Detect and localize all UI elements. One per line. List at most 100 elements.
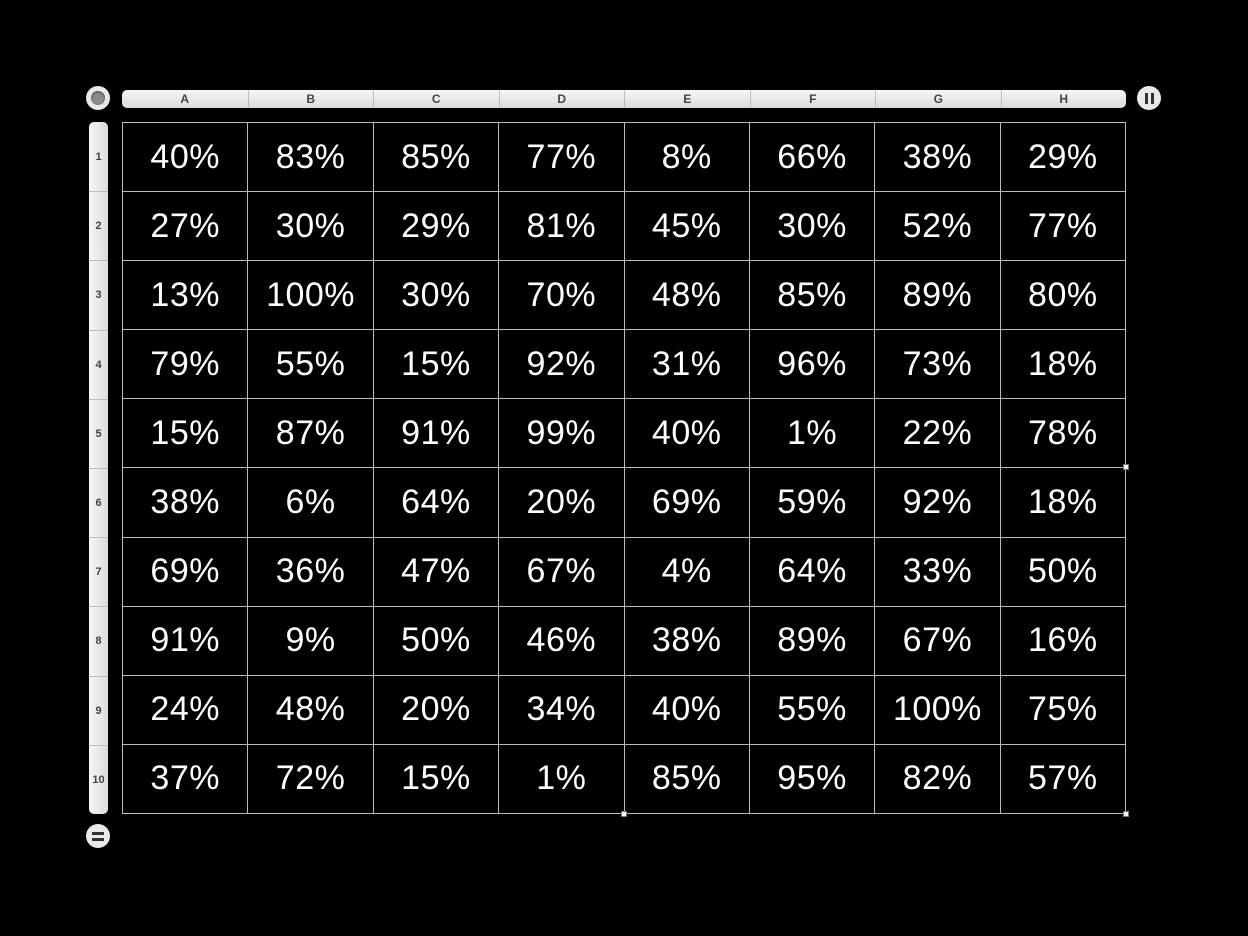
table-cell[interactable]: 38% xyxy=(624,606,750,676)
table-cell[interactable]: 38% xyxy=(123,468,249,538)
table-cell[interactable]: 20% xyxy=(373,675,500,745)
table-cell[interactable]: 85% xyxy=(624,744,750,814)
table-cell[interactable]: 9% xyxy=(248,606,374,676)
resize-handle-corner[interactable] xyxy=(1123,811,1129,817)
table-cell[interactable]: 8% xyxy=(624,123,750,193)
table-cell[interactable]: 89% xyxy=(875,261,1001,331)
column-header-f[interactable]: F xyxy=(749,90,876,108)
table-cell[interactable]: 99% xyxy=(499,399,625,469)
table-cell[interactable]: 79% xyxy=(123,330,249,400)
table-cell[interactable]: 24% xyxy=(123,675,249,745)
add-row-handle[interactable] xyxy=(86,824,110,848)
table-cell[interactable]: 91% xyxy=(123,606,249,676)
table-cell[interactable]: 45% xyxy=(624,192,750,262)
table-cell[interactable]: 87% xyxy=(248,399,374,469)
table-select-handle[interactable] xyxy=(86,86,110,110)
table-cell[interactable]: 57% xyxy=(1000,744,1126,814)
table-cell[interactable]: 40% xyxy=(123,123,249,193)
row-header-2[interactable]: 2 xyxy=(89,191,108,260)
add-column-handle[interactable] xyxy=(1137,86,1161,110)
table-cell[interactable]: 29% xyxy=(373,192,500,262)
table-cell[interactable]: 38% xyxy=(875,123,1001,193)
table-cell[interactable]: 89% xyxy=(749,606,876,676)
table-cell[interactable]: 55% xyxy=(749,675,876,745)
table-cell[interactable]: 78% xyxy=(1000,399,1126,469)
table-cell[interactable]: 6% xyxy=(248,468,374,538)
table-cell[interactable]: 1% xyxy=(749,399,876,469)
table-cell[interactable]: 1% xyxy=(499,744,625,814)
table-cell[interactable]: 55% xyxy=(248,330,374,400)
table-cell[interactable]: 48% xyxy=(624,261,750,331)
row-header-8[interactable]: 8 xyxy=(89,606,108,675)
table-cell[interactable]: 66% xyxy=(749,123,876,193)
table-cell[interactable]: 47% xyxy=(373,537,500,607)
column-header-g[interactable]: G xyxy=(875,90,1001,108)
table-cell[interactable]: 82% xyxy=(875,744,1001,814)
table-cell[interactable]: 100% xyxy=(875,675,1001,745)
row-header-1[interactable]: 1 xyxy=(95,150,102,163)
table-cell[interactable]: 92% xyxy=(499,330,625,400)
column-header-b[interactable]: B xyxy=(247,90,374,108)
table-cell[interactable]: 77% xyxy=(1000,192,1126,262)
table-cell[interactable]: 27% xyxy=(123,192,249,262)
column-header-a[interactable]: A xyxy=(180,92,190,106)
table-cell[interactable]: 15% xyxy=(373,744,500,814)
table-cell[interactable]: 52% xyxy=(875,192,1001,262)
table-cell[interactable]: 59% xyxy=(749,468,876,538)
table-cell[interactable]: 73% xyxy=(875,330,1001,400)
table-cell[interactable]: 22% xyxy=(875,399,1001,469)
table-cell[interactable]: 100% xyxy=(248,261,374,331)
table-cell[interactable]: 69% xyxy=(624,468,750,538)
table-cell[interactable]: 16% xyxy=(1000,606,1126,676)
table-cell[interactable]: 77% xyxy=(499,123,625,193)
table-cell[interactable]: 85% xyxy=(749,261,876,331)
column-header-h[interactable]: H xyxy=(1000,90,1127,108)
table-cell[interactable]: 40% xyxy=(624,675,750,745)
table-cell[interactable]: 30% xyxy=(749,192,876,262)
resize-handle-bottom[interactable] xyxy=(621,811,627,817)
table-cell[interactable]: 67% xyxy=(875,606,1001,676)
row-header-9[interactable]: 9 xyxy=(89,675,108,745)
table-cell[interactable]: 29% xyxy=(1000,123,1126,193)
table-cell[interactable]: 13% xyxy=(123,261,249,331)
table-cell[interactable]: 92% xyxy=(875,468,1001,538)
row-header-4[interactable]: 4 xyxy=(89,329,108,399)
table-cell[interactable]: 80% xyxy=(1000,261,1126,331)
table-cell[interactable]: 64% xyxy=(749,537,876,607)
row-header-7[interactable]: 7 xyxy=(89,537,108,606)
table-cell[interactable]: 30% xyxy=(248,192,374,262)
table-cell[interactable]: 67% xyxy=(499,537,625,607)
table-cell[interactable]: 85% xyxy=(373,123,500,193)
table-cell[interactable]: 95% xyxy=(749,744,876,814)
table-cell[interactable]: 4% xyxy=(624,537,750,607)
table-cell[interactable]: 75% xyxy=(1000,675,1126,745)
table-cell[interactable]: 48% xyxy=(248,675,374,745)
table-cell[interactable]: 83% xyxy=(248,123,374,193)
table-cell[interactable]: 50% xyxy=(373,606,500,676)
table-cell[interactable]: 46% xyxy=(499,606,625,676)
row-header-10[interactable]: 10 xyxy=(89,744,108,814)
row-header-6[interactable]: 6 xyxy=(89,467,108,537)
table-cell[interactable]: 20% xyxy=(499,468,625,538)
table-cell[interactable]: 18% xyxy=(1000,468,1126,538)
resize-handle-right[interactable] xyxy=(1123,464,1129,470)
table-cell[interactable]: 40% xyxy=(624,399,750,469)
column-header-d[interactable]: D xyxy=(498,90,625,108)
table-cell[interactable]: 18% xyxy=(1000,330,1126,400)
table-cell[interactable]: 34% xyxy=(499,675,625,745)
table-cell[interactable]: 50% xyxy=(1000,537,1126,607)
table-cell[interactable]: 70% xyxy=(499,261,625,331)
row-header-3[interactable]: 3 xyxy=(89,260,108,329)
table-cell[interactable]: 64% xyxy=(373,468,500,538)
table-cell[interactable]: 15% xyxy=(373,330,500,400)
table-cell[interactable]: 36% xyxy=(248,537,374,607)
column-header-c[interactable]: C xyxy=(373,90,499,108)
table-cell[interactable]: 15% xyxy=(123,399,249,469)
table-cell[interactable]: 30% xyxy=(373,261,500,331)
table-cell[interactable]: 72% xyxy=(248,744,374,814)
table-cell[interactable]: 33% xyxy=(875,537,1001,607)
table-cell[interactable]: 31% xyxy=(624,330,750,400)
table-cell[interactable]: 37% xyxy=(123,744,249,814)
table-cell[interactable]: 81% xyxy=(499,192,625,262)
table-cell[interactable]: 69% xyxy=(123,537,249,607)
